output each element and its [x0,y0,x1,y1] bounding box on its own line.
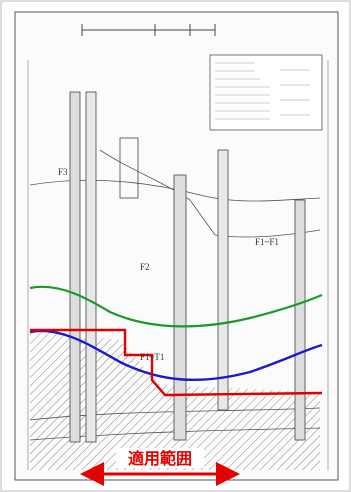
layer-label: F1~T1 [140,352,164,362]
annotation-text: 適用範囲 [128,449,192,468]
diagram: F3 F2 F1~T1 F1~F1 適用範囲 [0,0,351,492]
layer-label: F3 [58,167,68,177]
layer-label: F1~F1 [255,237,279,247]
layer-label: F2 [140,262,150,272]
